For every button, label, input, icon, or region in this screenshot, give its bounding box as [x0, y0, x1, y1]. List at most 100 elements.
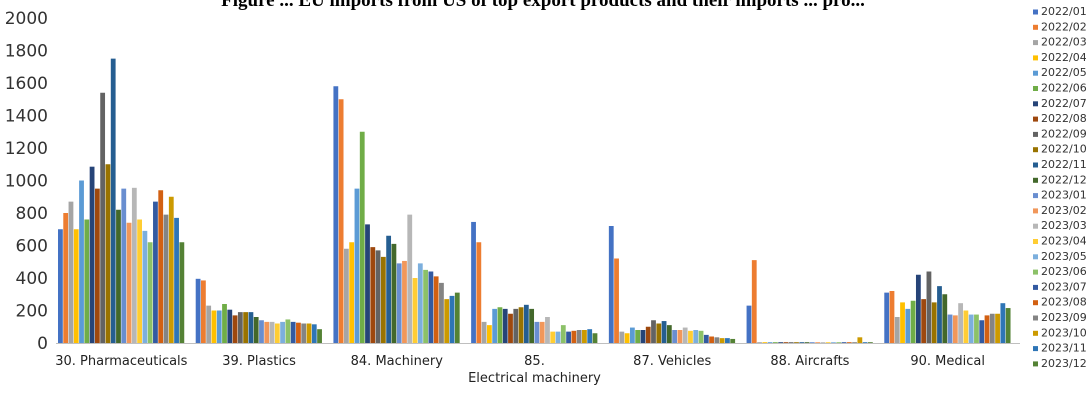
legend-swatch: [1033, 131, 1038, 137]
bar-2022-11-cat-6: [937, 286, 942, 344]
legend-label: 2023/04: [1041, 235, 1086, 248]
legend-label: 2022/04: [1041, 51, 1086, 64]
y-tick-label: 800: [16, 204, 48, 224]
legend: 2022/01 2022/02 2022/03 2022/04 2022/05 2022/…: [1033, 5, 1086, 370]
bar-2023-04-cat-6: [963, 310, 969, 343]
chart-title: Figure ... EU imports from US of top exp…: [221, 0, 865, 11]
legend-label: 2022/02: [1041, 20, 1086, 33]
bar-2023-03-cat-0: [131, 187, 137, 343]
bar-2023-05-cat-1: [280, 321, 285, 344]
y-tick-label: 400: [16, 269, 48, 289]
bar-2022-08-cat-4: [645, 326, 651, 343]
bar-2023-04-cat-3: [550, 331, 556, 344]
bar-2022-05-cat-4: [629, 327, 635, 343]
legend-swatch: [1033, 116, 1038, 122]
bar-2023-10-cat-1: [306, 323, 312, 343]
legend-label: 2022/11: [1041, 158, 1086, 171]
bar-2022-10-cat-1: [243, 312, 249, 344]
bar-2023-07-cat-5: [841, 342, 847, 343]
bar-2022-05-cat-5: [767, 342, 773, 343]
bar-2022-07-cat-1: [227, 309, 233, 343]
bar-2022-10-cat-3: [518, 307, 524, 343]
bar-2022-02-cat-4: [614, 258, 619, 343]
bar-2023-06-cat-3: [560, 325, 566, 344]
bar-2022-01-cat-4: [608, 226, 614, 343]
bar-2023-09-cat-0: [163, 214, 169, 344]
bar-2022-02-cat-3: [476, 242, 482, 343]
legend-label: 2023/11: [1041, 342, 1086, 355]
bar-2023-06-cat-6: [974, 314, 979, 343]
bar-2023-01-cat-6: [947, 314, 953, 343]
bar-2023-06-cat-1: [285, 319, 291, 343]
category-label: 30. Pharmaceuticals: [55, 354, 187, 369]
bar-2022-11-cat-5: [799, 342, 805, 343]
bar-2022-12-cat-1: [253, 317, 259, 343]
bar-2023-02-cat-6: [952, 315, 958, 344]
legend-label: 2022/03: [1041, 36, 1086, 49]
bar-2022-06-cat-2: [359, 131, 365, 343]
bar-2022-10-cat-4: [656, 323, 662, 343]
category-label: 84. Machinery: [351, 354, 444, 369]
legend-label: 2022/10: [1041, 143, 1086, 156]
bar-2022-04-cat-2: [349, 242, 355, 343]
bars-layer: [58, 58, 1011, 344]
legend-label: 2022/01: [1041, 5, 1086, 18]
bar-2023-08-cat-1: [296, 322, 301, 343]
bar-2023-12-cat-4: [730, 338, 736, 343]
bar-2022-12-cat-6: [942, 294, 948, 343]
legend-swatch: [1033, 24, 1038, 30]
legend-label: 2022/06: [1041, 82, 1086, 95]
bar-2022-10-cat-0: [105, 164, 111, 343]
bar-2023-05-cat-0: [142, 230, 148, 344]
y-tick-label: 2000: [5, 9, 48, 29]
bar-2022-12-cat-2: [391, 243, 397, 344]
legend-swatch: [1033, 223, 1038, 229]
legend-swatch: [1033, 254, 1038, 260]
bar-2022-02-cat-0: [63, 213, 69, 343]
bar-2023-03-cat-3: [545, 317, 550, 343]
bar-2022-02-cat-1: [200, 280, 206, 343]
bar-2023-10-cat-2: [444, 299, 450, 344]
bar-2023-07-cat-6: [979, 320, 985, 343]
category-label: 39. Plastics: [222, 354, 296, 369]
bar-2023-02-cat-0: [126, 222, 132, 343]
bar-2022-09-cat-4: [651, 320, 656, 343]
bar-2022-10-cat-5: [794, 342, 799, 343]
bar-2023-09-cat-4: [714, 337, 720, 343]
bar-2023-09-cat-1: [301, 323, 307, 343]
bar-2022-03-cat-5: [757, 342, 762, 343]
bar-2022-07-cat-6: [915, 274, 921, 343]
bar-2023-03-cat-5: [820, 342, 826, 343]
bar-2022-03-cat-0: [68, 201, 74, 344]
bar-2022-08-cat-5: [783, 342, 789, 343]
bar-2022-02-cat-5: [751, 260, 757, 344]
bar-2022-05-cat-6: [905, 308, 911, 344]
bar-2023-11-cat-4: [725, 338, 730, 344]
bar-2023-03-cat-2: [407, 214, 413, 344]
bar-2022-06-cat-3: [497, 307, 503, 343]
bar-2022-12-cat-4: [666, 325, 672, 344]
bar-2023-04-cat-0: [137, 219, 142, 343]
bar-2023-04-cat-4: [688, 330, 693, 343]
bar-2023-06-cat-2: [423, 269, 428, 344]
bar-2023-08-cat-4: [709, 336, 714, 343]
bar-2023-12-cat-1: [317, 329, 322, 343]
bar-2022-11-cat-2: [386, 235, 392, 343]
bar-2023-05-cat-5: [831, 342, 836, 343]
bar-2023-07-cat-2: [428, 271, 434, 343]
bar-2023-04-cat-2: [412, 278, 418, 343]
bar-2023-07-cat-3: [566, 331, 571, 344]
bar-2022-11-cat-3: [523, 304, 529, 343]
legend-swatch: [1033, 101, 1038, 107]
legend-swatch: [1033, 86, 1038, 91]
legend-label: 2023/06: [1041, 265, 1086, 278]
bar-2023-01-cat-5: [809, 342, 815, 343]
category-labels: 30. Pharmaceuticals 39. Plastics 84. Machi…: [55, 354, 985, 386]
bar-2023-11-cat-5: [862, 342, 868, 343]
bar-2022-12-cat-5: [804, 342, 810, 343]
bar-2023-09-cat-2: [439, 282, 444, 344]
legend-label: 2023/12: [1041, 357, 1086, 370]
y-tick-label: 1200: [5, 139, 48, 159]
legend-label: 2022/12: [1041, 173, 1086, 186]
bar-2022-09-cat-3: [513, 308, 519, 344]
